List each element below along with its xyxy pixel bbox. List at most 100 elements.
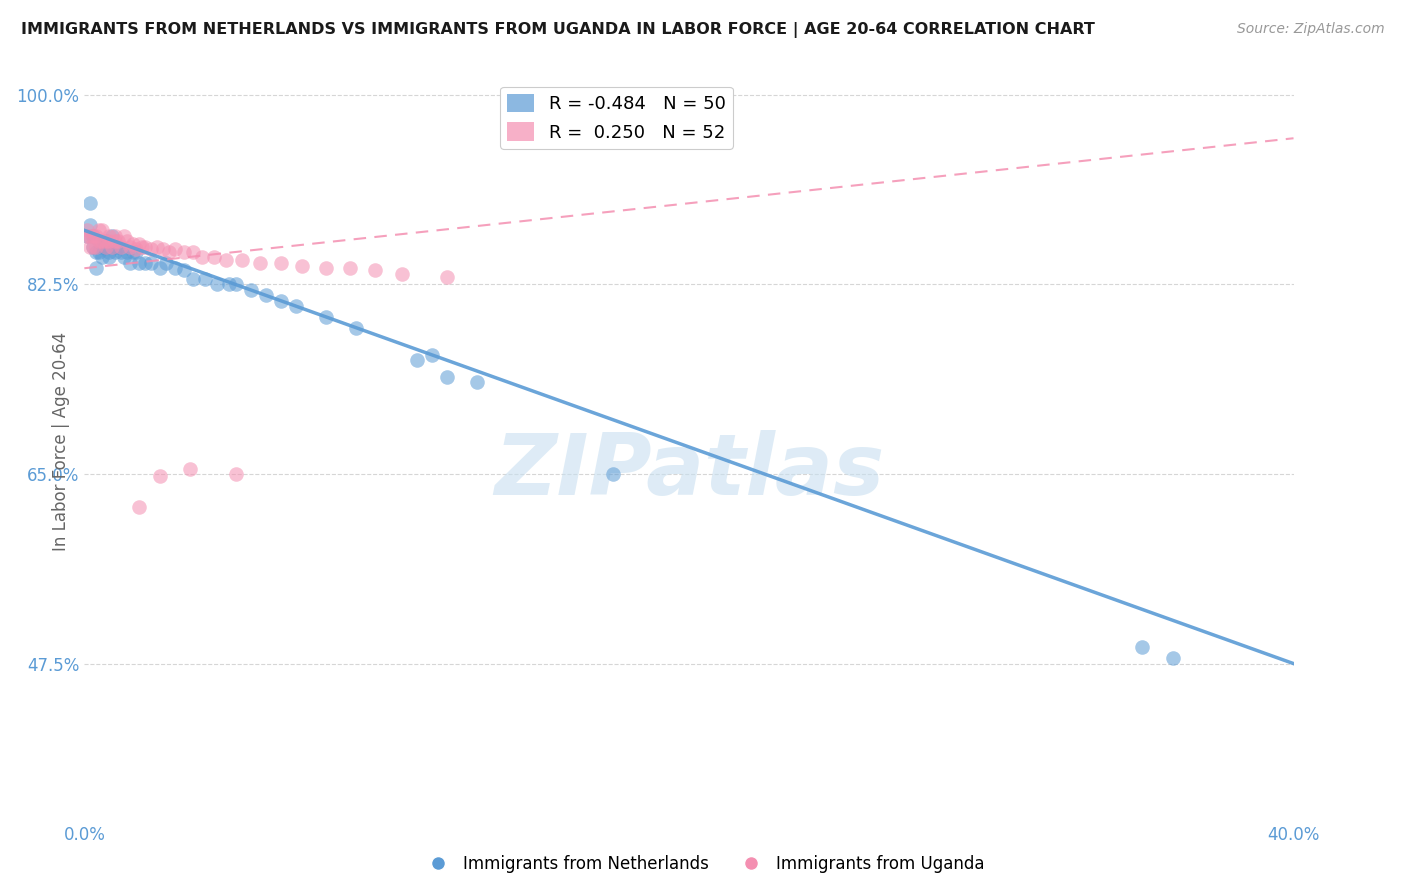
Point	[125, 244, 148, 259]
Point	[94, 234, 117, 248]
Point	[97, 228, 120, 243]
Point	[363, 263, 385, 277]
Text: Source: ZipAtlas.com: Source: ZipAtlas.com	[1237, 22, 1385, 37]
Point	[254, 288, 277, 302]
Point	[115, 234, 138, 248]
Point	[194, 272, 217, 286]
Point	[79, 228, 101, 243]
Point	[339, 261, 361, 276]
Point	[97, 234, 120, 248]
Point	[420, 348, 443, 362]
Point	[285, 299, 308, 313]
Point	[82, 239, 104, 253]
Point	[97, 244, 120, 259]
Point	[270, 256, 292, 270]
Point	[104, 234, 127, 248]
Point	[79, 196, 101, 211]
Text: ZIPatlas: ZIPatlas	[494, 430, 884, 514]
Point	[76, 228, 98, 243]
Point	[225, 277, 247, 292]
Point	[146, 239, 169, 253]
Point	[181, 272, 204, 286]
Point	[112, 251, 135, 265]
Point	[76, 223, 98, 237]
Text: IMMIGRANTS FROM NETHERLANDS VS IMMIGRANTS FROM UGANDA IN LABOR FORCE | AGE 20-64: IMMIGRANTS FROM NETHERLANDS VS IMMIGRANT…	[21, 22, 1095, 38]
Point	[91, 239, 114, 253]
Point	[173, 263, 195, 277]
Point	[467, 375, 489, 389]
Point	[149, 469, 172, 483]
Point	[104, 228, 127, 243]
Point	[315, 261, 337, 276]
Point	[86, 244, 108, 259]
Point	[115, 244, 138, 259]
Point	[139, 242, 162, 256]
Point	[249, 256, 271, 270]
Point	[1130, 640, 1153, 655]
Point	[107, 234, 129, 248]
Point	[165, 242, 187, 256]
Point	[107, 239, 129, 253]
Point	[173, 244, 195, 259]
Point	[82, 228, 104, 243]
Point	[104, 244, 127, 259]
Point	[202, 251, 225, 265]
Legend: R = -0.484   N = 50, R =  0.250   N = 52: R = -0.484 N = 50, R = 0.250 N = 52	[501, 87, 733, 149]
Point	[131, 239, 153, 253]
Point	[346, 320, 368, 334]
Point	[94, 234, 117, 248]
Point	[181, 244, 204, 259]
Point	[79, 218, 101, 232]
Point	[291, 259, 314, 273]
Point	[134, 256, 156, 270]
Point	[86, 261, 108, 276]
Point	[128, 256, 150, 270]
Point	[118, 239, 141, 253]
Point	[79, 239, 101, 253]
Point	[207, 277, 229, 292]
Point	[86, 228, 108, 243]
Point	[315, 310, 337, 324]
Point	[82, 228, 104, 243]
Point	[157, 244, 180, 259]
Point	[110, 239, 132, 253]
Point	[112, 228, 135, 243]
Point	[191, 251, 214, 265]
Point	[602, 467, 624, 481]
Point	[121, 237, 143, 252]
Point	[100, 239, 122, 253]
Point	[239, 283, 262, 297]
Point	[436, 269, 458, 284]
Point	[121, 244, 143, 259]
Point	[149, 261, 172, 276]
Point	[270, 293, 292, 308]
Point	[89, 223, 111, 237]
Point	[89, 234, 111, 248]
Point	[97, 251, 120, 265]
Point	[134, 239, 156, 253]
Point	[155, 256, 177, 270]
Point	[225, 467, 247, 481]
Point	[1161, 651, 1184, 665]
Point	[89, 244, 111, 259]
Point	[231, 252, 253, 267]
Point	[89, 234, 111, 248]
Point	[406, 353, 429, 368]
Point	[165, 261, 187, 276]
Point	[104, 239, 127, 253]
Point	[82, 239, 104, 253]
Point	[94, 239, 117, 253]
Point	[436, 369, 458, 384]
Point	[152, 242, 174, 256]
Point	[391, 267, 413, 281]
Point	[215, 252, 238, 267]
Point	[128, 500, 150, 514]
Point	[100, 228, 122, 243]
Point	[118, 256, 141, 270]
Y-axis label: In Labor Force | Age 20-64: In Labor Force | Age 20-64	[52, 332, 70, 551]
Point	[179, 461, 201, 475]
Point	[218, 277, 240, 292]
Point	[91, 234, 114, 248]
Point	[139, 256, 162, 270]
Point	[125, 242, 148, 256]
